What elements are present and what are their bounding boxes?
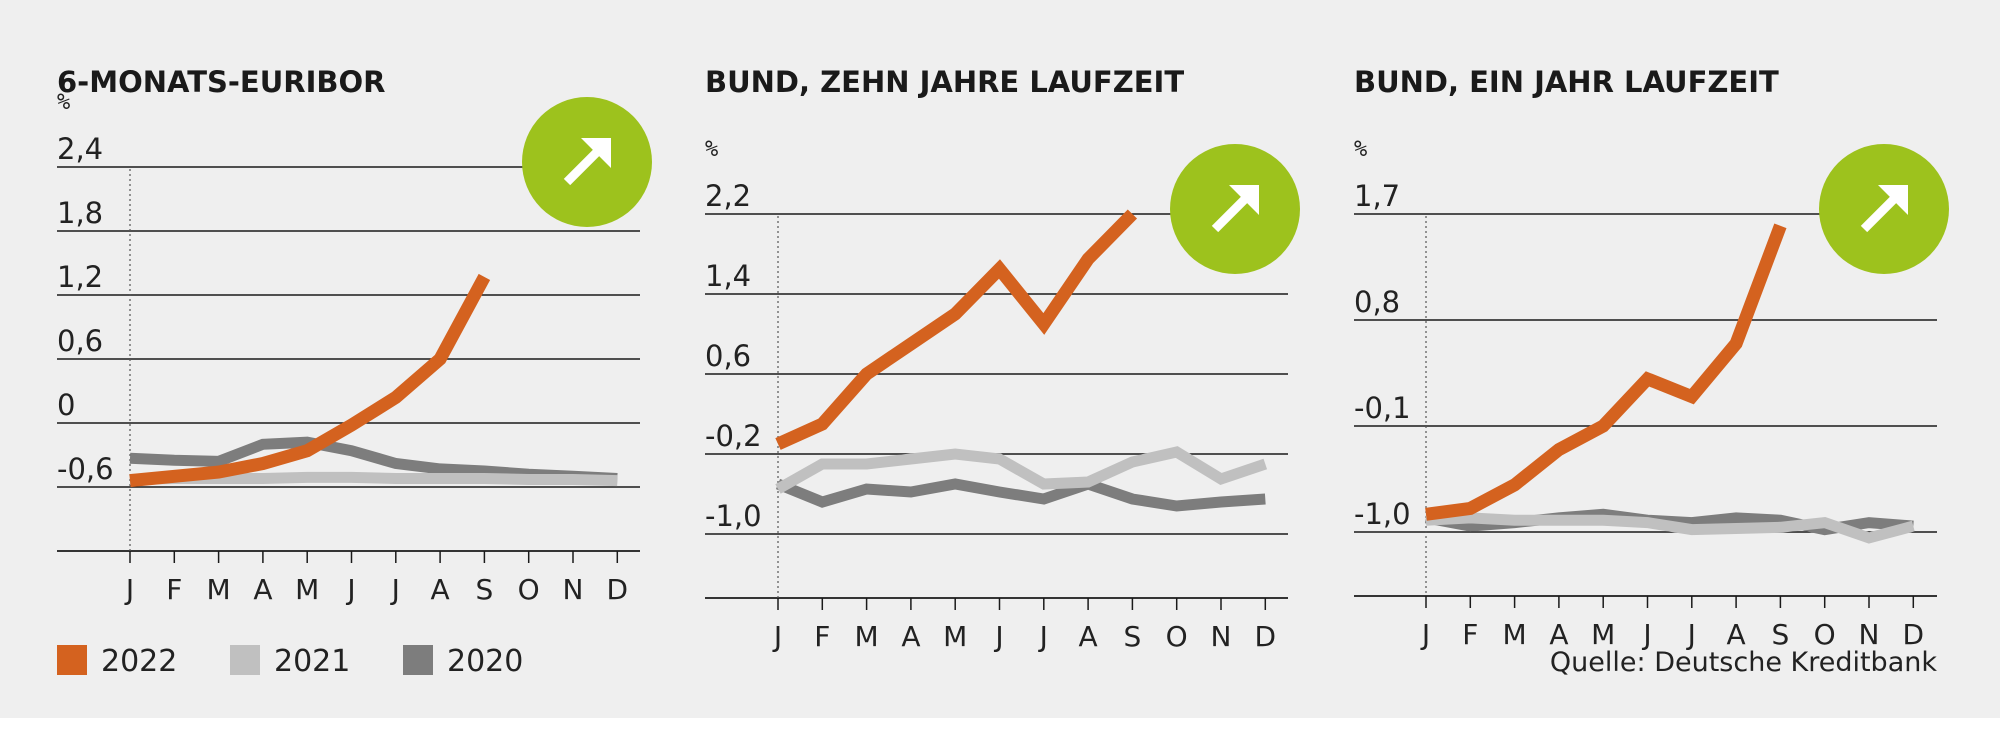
y-tick-label: -0,6: [57, 452, 114, 486]
legend: 2022 2021 2020: [57, 644, 523, 679]
chart-panel-3: BUND, EIN JAHR LAUFZEIT%1,70,8-0,1-1,0J F…: [1354, 65, 1949, 651]
x-tick-label: D: [1903, 618, 1925, 651]
x-tick-label: S: [1772, 618, 1790, 651]
x-tick-label: A: [1727, 618, 1746, 651]
series-line-2021: [1425, 512, 1915, 544]
x-tick-label: J: [1038, 620, 1048, 653]
legend-swatch: [403, 645, 433, 675]
legend-item-2021: 2021: [230, 644, 350, 679]
x-tick-label: F: [1462, 618, 1478, 651]
x-tick-label: F: [814, 620, 830, 653]
arrow-up-right-icon: [1170, 144, 1300, 274]
unit-label: %: [1354, 137, 1367, 162]
x-tick-label: M: [295, 573, 319, 606]
x-tick-label: J: [1641, 618, 1651, 651]
unit-label: %: [705, 137, 718, 162]
legend-label: 2020: [447, 644, 523, 679]
y-tick-label: -1,0: [705, 499, 762, 533]
series-line-2021: [775, 446, 1268, 494]
chart-title: BUND, ZEHN JAHRE LAUFZEIT: [705, 65, 1184, 99]
x-tick-label: D: [1255, 620, 1277, 653]
y-tick-label: 2,2: [705, 179, 751, 213]
x-tick-label: M: [855, 620, 879, 653]
arrow-up-right-icon: [522, 97, 652, 227]
y-tick-label: 0,6: [705, 339, 751, 373]
y-tick-label: 1,8: [57, 196, 103, 230]
x-tick-label: N: [1859, 618, 1880, 651]
legend-item-2022: 2022: [57, 644, 177, 679]
arrow-up-right-icon: [1819, 144, 1949, 274]
x-tick-label: A: [1549, 618, 1568, 651]
series-line-2022: [1425, 223, 1787, 521]
arrow-head: [1878, 185, 1908, 215]
legend-label: 2022: [101, 644, 177, 679]
arrow-head: [1229, 185, 1259, 215]
series-line-2022: [775, 209, 1138, 450]
x-tick-label: J: [1686, 618, 1696, 651]
chart-title: 6-MONATS-EURIBOR: [57, 65, 385, 99]
x-tick-label: N: [563, 573, 584, 606]
x-tick-label: M: [1503, 618, 1527, 651]
arrow-shaft: [1860, 191, 1902, 233]
x-tick-label: J: [390, 573, 400, 606]
y-tick-label: 2,4: [57, 132, 103, 166]
x-tick-label: M: [943, 620, 967, 653]
y-tick-label: 0,6: [57, 324, 103, 358]
legend-swatch: [57, 645, 87, 675]
x-tick-label: M: [1591, 618, 1615, 651]
x-tick-label: O: [518, 573, 540, 606]
legend-swatch: [230, 645, 260, 675]
x-tick-label: J: [993, 620, 1003, 653]
chart-panel-1: 6-MONATS-EURIBOR%2,41,81,20,60-0,6J F M A M J…: [57, 65, 652, 606]
x-tick-label: N: [1211, 620, 1232, 653]
x-tick-label: A: [901, 620, 920, 653]
source-note: Quelle: Deutsche Kreditbank: [1550, 647, 1937, 678]
x-tick-label: A: [1079, 620, 1098, 653]
series-line-2020: [775, 478, 1266, 512]
x-tick-label: A: [253, 573, 272, 606]
chart-panel-2: BUND, ZEHN JAHRE LAUFZEIT% 2,2 1,4 0,6 -0,2 -…: [705, 65, 1300, 653]
x-tick-label: O: [1166, 620, 1188, 653]
y-tick-label: 0: [57, 388, 75, 422]
x-tick-label: M: [207, 573, 231, 606]
series-line-2022: [129, 273, 491, 488]
x-tick-label: A: [431, 573, 450, 606]
x-tick-label: J: [345, 573, 355, 606]
y-tick-label: -0,2: [705, 419, 762, 453]
y-tick-label: 1,2: [57, 260, 103, 294]
legend-label: 2021: [274, 644, 350, 679]
x-tick-label: J: [772, 620, 782, 653]
x-tick-label: S: [476, 573, 494, 606]
y-tick-label: -0,1: [1354, 391, 1411, 425]
y-tick-label: 1,4: [705, 259, 751, 293]
arrow-head: [581, 138, 611, 168]
x-tick-label: J: [124, 573, 134, 606]
y-tick-label: 0,8: [1354, 285, 1400, 319]
unit-label: %: [57, 90, 70, 115]
x-tick-label: F: [166, 573, 182, 606]
arrow-shaft: [1211, 191, 1253, 233]
x-tick-label: J: [1420, 618, 1430, 651]
y-tick-label: -1,0: [1354, 497, 1411, 531]
chart-title: BUND, EIN JAHR LAUFZEIT: [1354, 65, 1779, 99]
arrow-shaft: [563, 144, 605, 186]
x-tick-label: D: [607, 573, 629, 606]
x-tick-label: O: [1814, 618, 1836, 651]
x-tick-label: S: [1124, 620, 1142, 653]
y-tick-label: 1,7: [1354, 179, 1400, 213]
legend-item-2020: 2020: [403, 644, 523, 679]
